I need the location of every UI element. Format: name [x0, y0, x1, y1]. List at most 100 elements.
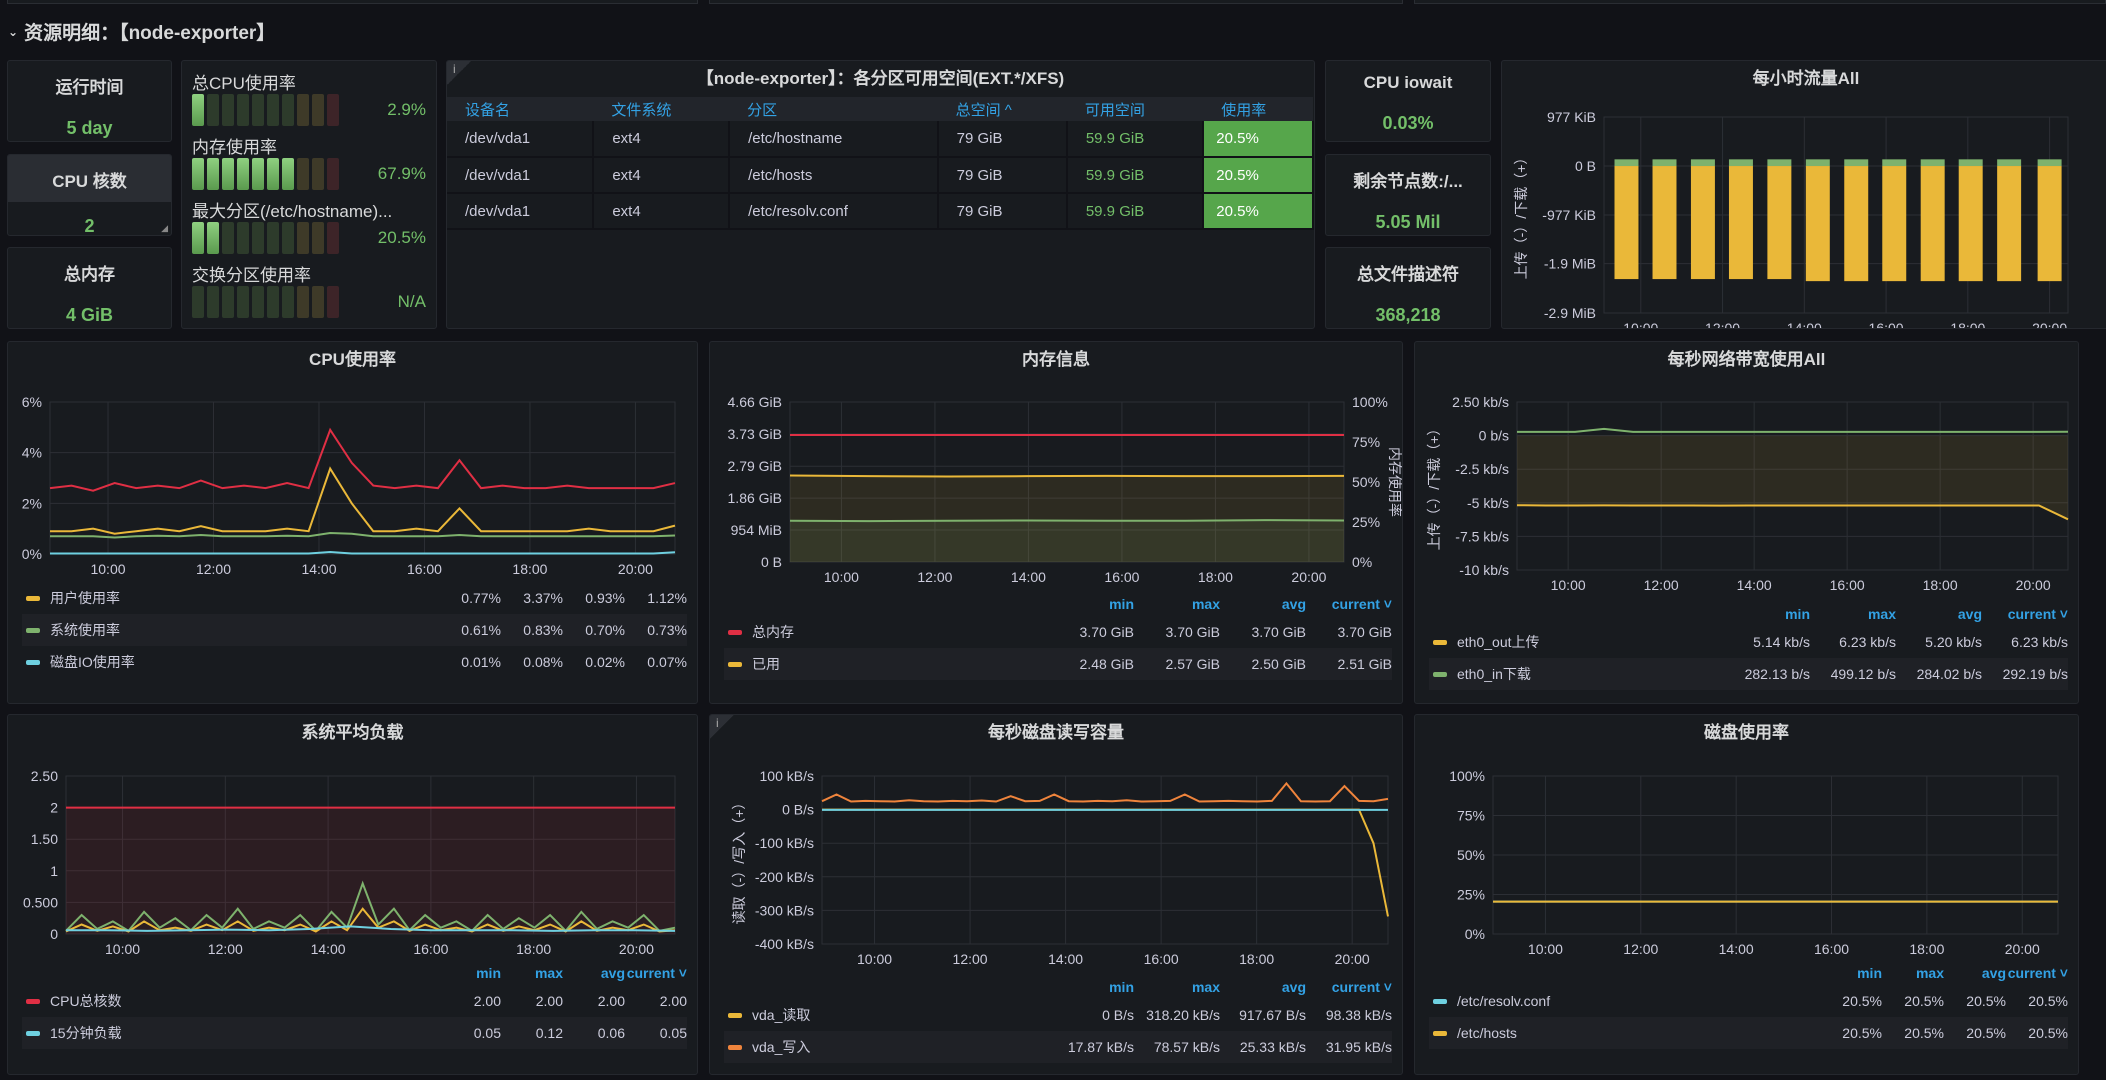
legend-sort-current[interactable]: current ˅ — [626, 965, 687, 981]
series-color-swatch[interactable] — [1433, 1030, 1447, 1036]
legend-sort-min[interactable]: min — [1857, 965, 1882, 981]
disk-io-panel[interactable]: i 每秒磁盘读写容量 100 kB/s 0 B/s -100 kB/s -200 kB/s… — [709, 714, 1403, 1075]
column-header[interactable]: 总空间 ^ — [937, 97, 1067, 121]
stat-total-memory[interactable]: 总内存 4 GiB — [7, 247, 172, 329]
bar[interactable] — [2037, 166, 2062, 282]
bar[interactable] — [1805, 166, 1830, 282]
series-color-swatch[interactable] — [26, 627, 40, 633]
legend-sort-min[interactable]: min — [1109, 979, 1134, 995]
stat-iowait[interactable]: CPU iowait 0.03% — [1325, 60, 1491, 142]
series-line[interactable] — [789, 519, 1345, 523]
legend-sort-max[interactable]: max — [1867, 606, 1896, 622]
memory-panel[interactable]: 内存信息 0 B 954 MiB 1.86 GiB 2.79 GiB 3.73 GiB 4.… — [709, 341, 1403, 704]
legend-sort-max[interactable]: max — [1191, 979, 1220, 995]
legend-sort-avg[interactable]: avg — [1957, 606, 1982, 622]
legend-sort-min[interactable]: min — [476, 965, 501, 981]
table-row[interactable]: /dev/vda1 ext4/etc/resolv.conf 79 GiB 59.9 … — [447, 193, 1314, 230]
series-line[interactable] — [789, 474, 1345, 478]
legend-sort-max[interactable]: max — [534, 965, 563, 981]
resize-handle-icon[interactable]: ◢ — [161, 223, 168, 233]
bar[interactable] — [1767, 166, 1792, 280]
bar[interactable] — [2037, 159, 2062, 167]
legend-item[interactable]: /etc/resolv.conf 20.5% 20.5% 20.5% 20.5% — [1429, 985, 2068, 1017]
series-color-swatch[interactable] — [728, 1012, 742, 1018]
bar[interactable] — [1997, 159, 2022, 167]
series-line[interactable] — [49, 427, 676, 492]
info-icon[interactable]: i — [710, 715, 734, 739]
bar[interactable] — [1920, 166, 1945, 282]
legend-sort-current[interactable]: current ˅ — [1331, 979, 1392, 995]
legend-sort-max[interactable]: max — [1915, 965, 1944, 981]
series-line[interactable] — [50, 550, 676, 555]
stat-cpu-cores[interactable]: CPU 核数 2 ◢ — [7, 154, 172, 236]
legend-item[interactable]: vda_读取 0 B/s 318.20 kB/s 917.67 B/s 98.38 kB… — [724, 999, 1392, 1031]
legend-sort-avg[interactable]: avg — [600, 965, 625, 981]
load-average-panel[interactable]: 系统平均负载 0 0.500 1 1.50 2 2.50 10:00 12:00 14:00 16:… — [7, 714, 698, 1075]
bar[interactable] — [1614, 166, 1639, 280]
series-color-swatch[interactable] — [26, 998, 40, 1004]
legend-sort-current[interactable]: current ˅ — [2007, 965, 2068, 981]
legend-sort-avg[interactable]: avg — [1281, 979, 1306, 995]
bar-gauge-panel[interactable]: 总CPU使用率 2.9% 内存使用率 67.9% 最大分区(/etc/hostname)… — [181, 60, 437, 329]
column-header[interactable]: 可用空间 — [1066, 97, 1204, 121]
legend-sort-avg[interactable]: avg — [1981, 965, 2006, 981]
series-color-swatch[interactable] — [26, 659, 40, 665]
series-line[interactable] — [822, 808, 1389, 917]
bar[interactable] — [1614, 159, 1639, 167]
table-row[interactable]: /dev/vda1 ext4/etc/hostname 79 GiB 59.9 GiB… — [447, 121, 1314, 158]
bar[interactable] — [1690, 159, 1715, 167]
legend-item[interactable]: CPU总核数 2.00 2.00 2.00 2.00 — [22, 985, 687, 1017]
legend-item[interactable]: eth0_out上传 5.14 kb/s 6.23 kb/s 5.20 kb/s 6.2… — [1429, 626, 2068, 658]
cpu-usage-panel[interactable]: CPU使用率 0% 2% 4% 6% 10:00 12:00 14:00 16:00 18:00 2… — [7, 341, 698, 704]
bar[interactable] — [1844, 166, 1869, 282]
series-line[interactable] — [66, 925, 676, 932]
bar[interactable] — [1728, 159, 1753, 167]
legend-sort-min[interactable]: min — [1109, 596, 1134, 612]
disk-usage-panel[interactable]: 磁盘使用率 0% 25% 50% 75% 100% 10:00 12:00 14:00 16:00… — [1414, 714, 2079, 1075]
bar[interactable] — [1882, 159, 1907, 167]
stat-file-descriptors[interactable]: 总文件描述符 368,218 — [1325, 247, 1491, 329]
bar[interactable] — [1805, 159, 1830, 167]
series-color-swatch[interactable] — [1433, 671, 1447, 677]
stat-uptime[interactable]: 运行时间 5 day — [7, 60, 172, 142]
table-row[interactable]: /dev/vda1 ext4/etc/hosts 79 GiB 59.9 GiB 20.… — [447, 157, 1314, 194]
series-color-swatch[interactable] — [728, 1044, 742, 1050]
column-header[interactable]: 设备名 — [447, 97, 594, 121]
legend-sort-current[interactable]: current ˅ — [2007, 606, 2068, 622]
legend-item[interactable]: 磁盘IO使用率 0.01% 0.08% 0.02% 0.07% — [22, 646, 687, 678]
bar[interactable] — [1690, 166, 1715, 280]
partition-table-panel[interactable]: i 【node-exporter】：各分区可用空间(EXT.*/XFS) 设备名… — [446, 60, 1315, 329]
series-line[interactable] — [1516, 504, 2069, 521]
legend-item[interactable]: eth0_in下载 282.13 b/s 499.12 b/s 284.02 b/s 2… — [1429, 658, 2068, 690]
bar[interactable] — [1882, 166, 1907, 282]
series-color-swatch[interactable] — [728, 629, 742, 635]
series-color-swatch[interactable] — [26, 595, 40, 601]
bar[interactable] — [1844, 159, 1869, 167]
legend-item[interactable]: vda_写入 17.87 kB/s 78.57 kB/s 25.33 kB/s 31.9… — [724, 1031, 1392, 1063]
bar[interactable] — [1652, 159, 1677, 167]
bar[interactable] — [1958, 166, 1983, 282]
series-line[interactable] — [50, 466, 676, 535]
info-icon[interactable]: i — [447, 61, 471, 85]
bar[interactable] — [1997, 166, 2022, 282]
column-header[interactable]: 使用率 — [1203, 97, 1313, 121]
series-line[interactable] — [65, 880, 676, 933]
stat-free-inodes[interactable]: 剩余节点数:/... 5.05 Mil — [1325, 154, 1491, 236]
column-header[interactable]: 文件系统 — [593, 97, 730, 121]
series-line[interactable] — [1517, 427, 2069, 433]
legend-item[interactable]: 用户使用率 0.77% 3.37% 0.93% 1.12% — [22, 582, 687, 614]
series-color-swatch[interactable] — [26, 1030, 40, 1036]
hourly-traffic-panel[interactable]: 每小时流量All 977 KiB 0 B -977 KiB -1.9 MiB -2.9 M… — [1501, 60, 2106, 329]
series-color-swatch[interactable] — [728, 661, 742, 667]
network-bandwidth-panel[interactable]: 每秒网络带宽使用All 2.50 kb/s 0 b/s -2.5 kb/s -5 kb/… — [1414, 341, 2079, 704]
series-color-swatch[interactable] — [1433, 639, 1447, 645]
legend-item[interactable]: /etc/hosts 20.5% 20.5% 20.5% 20.5% — [1429, 1017, 2068, 1049]
legend-item[interactable]: 系统使用率 0.61% 0.83% 0.70% 0.73% — [22, 614, 687, 646]
row-header[interactable]: ⌄ 资源明细：【node-exporter】 — [8, 18, 275, 45]
legend-sort-current[interactable]: current ˅ — [1331, 596, 1392, 612]
series-color-swatch[interactable] — [1433, 998, 1447, 1004]
bar[interactable] — [1728, 166, 1753, 280]
series-line[interactable] — [65, 907, 676, 933]
column-header[interactable]: 分区 — [729, 97, 938, 121]
bar[interactable] — [1920, 159, 1945, 167]
